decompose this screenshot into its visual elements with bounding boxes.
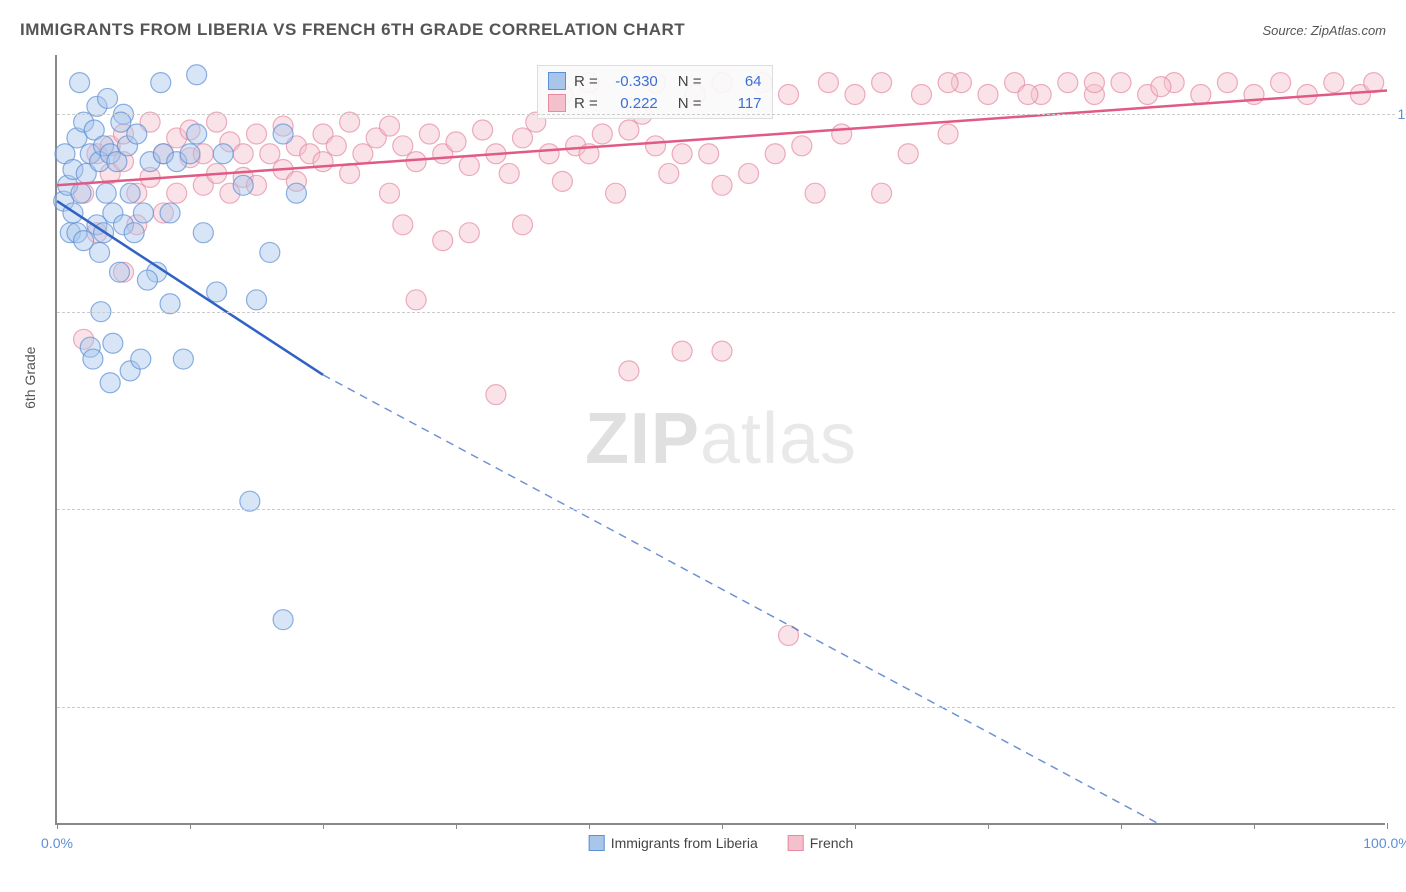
legend-item-series1: Immigrants from Liberia xyxy=(589,835,758,851)
r-value-1: -0.330 xyxy=(610,73,658,90)
swatch-series2 xyxy=(548,94,566,112)
n-value-1: 64 xyxy=(714,73,762,90)
legend: Immigrants from Liberia French xyxy=(589,835,854,851)
n-label: N = xyxy=(678,73,702,90)
chart-title: IMMIGRANTS FROM LIBERIA VS FRENCH 6TH GR… xyxy=(20,20,685,40)
stat-row-series1: R = -0.330 N = 64 xyxy=(548,70,762,92)
correlation-stats-box: R = -0.330 N = 64 R = 0.222 N = 117 xyxy=(537,65,773,119)
scatter-svg xyxy=(57,55,1385,823)
plot-area: ZIPatlas R = -0.330 N = 64 R = 0.222 N =… xyxy=(55,55,1385,825)
source-attribution: Source: ZipAtlas.com xyxy=(1262,23,1386,38)
n-value-2: 117 xyxy=(714,95,762,112)
y-axis-label: 6th Grade xyxy=(22,347,38,409)
y-tick-label: 90.0% xyxy=(1390,501,1406,517)
stat-row-series2: R = 0.222 N = 117 xyxy=(548,92,762,114)
x-tick-label: 0.0% xyxy=(41,835,73,851)
y-tick-label: 100.0% xyxy=(1390,106,1406,122)
n-label: N = xyxy=(678,95,702,112)
r-label: R = xyxy=(574,73,598,90)
r-label: R = xyxy=(574,95,598,112)
legend-item-series2: French xyxy=(788,835,854,851)
legend-swatch-2 xyxy=(788,835,804,851)
r-value-2: 0.222 xyxy=(610,95,658,112)
swatch-series1 xyxy=(548,72,566,90)
x-tick-label: 100.0% xyxy=(1363,835,1406,851)
legend-label-2: French xyxy=(810,835,854,851)
legend-swatch-1 xyxy=(589,835,605,851)
y-tick-label: 85.0% xyxy=(1390,699,1406,715)
y-tick-label: 95.0% xyxy=(1390,304,1406,320)
legend-label-1: Immigrants from Liberia xyxy=(611,835,758,851)
